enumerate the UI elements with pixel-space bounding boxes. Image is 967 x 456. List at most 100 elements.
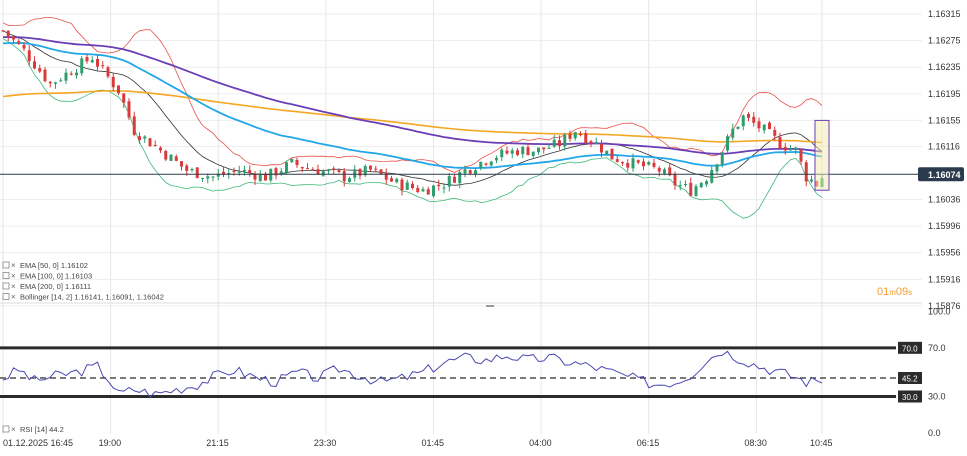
candle-body — [416, 187, 420, 192]
candle-body — [636, 160, 640, 163]
candle — [405, 179, 409, 191]
candle-body — [348, 178, 351, 182]
candle — [264, 171, 267, 181]
candle — [694, 184, 698, 197]
candle-body — [216, 173, 220, 177]
last-candle-highlight — [814, 119, 830, 191]
candle-body — [43, 69, 47, 82]
candle — [783, 142, 787, 155]
candle-body — [6, 30, 10, 37]
candle — [636, 159, 640, 165]
candle-body — [757, 121, 761, 129]
candle — [332, 166, 336, 175]
current-price-label: 1.16074 — [928, 170, 961, 180]
y-tick-label: 1.16155 — [928, 115, 961, 125]
candle-body — [726, 136, 729, 151]
candle — [537, 147, 540, 155]
x-tick-label: 21:15 — [206, 438, 229, 448]
candle-body — [138, 136, 141, 141]
candle — [400, 177, 404, 196]
candle-body — [526, 147, 530, 156]
indicator-legend-entry: EMA [100, 0] 1.16103 — [20, 272, 92, 281]
candle-body — [80, 58, 84, 74]
candle-body — [437, 184, 441, 187]
candle — [222, 167, 225, 177]
candle-body — [358, 168, 362, 176]
candle — [458, 170, 462, 189]
candle — [300, 166, 304, 173]
candle — [615, 155, 619, 163]
candle — [190, 167, 194, 173]
candle-body — [537, 147, 540, 153]
candle-body — [794, 147, 798, 150]
candle — [253, 170, 257, 185]
candle-body — [353, 169, 357, 178]
candle-body — [542, 147, 546, 150]
candle-body — [505, 150, 509, 154]
candle-body — [75, 72, 78, 76]
candle — [12, 35, 15, 44]
candle-body — [773, 129, 777, 136]
candle — [269, 168, 273, 183]
y-tick-label: 1.16116 — [928, 141, 960, 151]
bollinger-middle-line — [2, 30, 823, 186]
candle-body — [285, 162, 288, 173]
candle — [69, 71, 73, 76]
candle — [552, 134, 556, 148]
candle — [741, 114, 745, 131]
legend-close-icon: × — [11, 261, 16, 270]
candle-body — [59, 80, 63, 82]
candle-body — [474, 170, 477, 175]
candle-body — [768, 122, 771, 130]
candle — [369, 165, 372, 172]
candle-body — [232, 171, 236, 173]
candle-body — [122, 93, 126, 103]
candle-body — [258, 173, 262, 182]
x-tick-label: 08:30 — [744, 438, 767, 448]
candle-body — [337, 169, 341, 172]
candle-body — [495, 157, 498, 161]
candle — [6, 30, 10, 41]
rsi-legend-settings-icon — [2, 425, 10, 433]
candle — [75, 68, 78, 79]
candle-body — [264, 173, 267, 181]
candle — [153, 140, 157, 147]
rsi-y-tick-label: 70.0 — [928, 343, 946, 353]
candle-body — [127, 101, 131, 118]
candle — [720, 151, 724, 168]
candle-body — [290, 158, 294, 163]
candle-body — [458, 172, 462, 184]
y-tick-label: 1.15876 — [928, 301, 961, 311]
legend-close-icon: × — [11, 272, 16, 281]
candle — [64, 68, 68, 85]
candle — [752, 112, 756, 127]
candle-body — [390, 178, 393, 182]
candle — [757, 117, 761, 133]
indicator-legend-entry: Bollinger [14, 2] 1.16141, 1.16091, 1.16… — [20, 293, 164, 302]
candle — [54, 81, 57, 89]
candle-body — [720, 152, 724, 165]
candle — [589, 139, 593, 148]
candle — [600, 140, 603, 158]
candle-body — [731, 128, 735, 138]
candle — [416, 184, 420, 194]
candle — [584, 129, 588, 145]
candle — [384, 168, 388, 185]
candle-body — [810, 179, 813, 182]
candle — [295, 157, 299, 168]
candle-body — [248, 170, 252, 173]
candle — [794, 146, 798, 155]
candle-body — [174, 156, 178, 161]
candle — [258, 170, 262, 182]
legend-close-icon: × — [11, 282, 16, 291]
candle — [59, 77, 63, 82]
candle — [1, 29, 5, 33]
candle — [689, 177, 693, 197]
ema-50-line — [2, 42, 823, 170]
candle-body — [405, 182, 409, 190]
candle-body — [468, 170, 472, 174]
candle-body — [400, 179, 404, 191]
candle — [484, 162, 488, 167]
candle-body — [369, 165, 372, 170]
rsi-level-label: 45.2 — [902, 375, 918, 384]
